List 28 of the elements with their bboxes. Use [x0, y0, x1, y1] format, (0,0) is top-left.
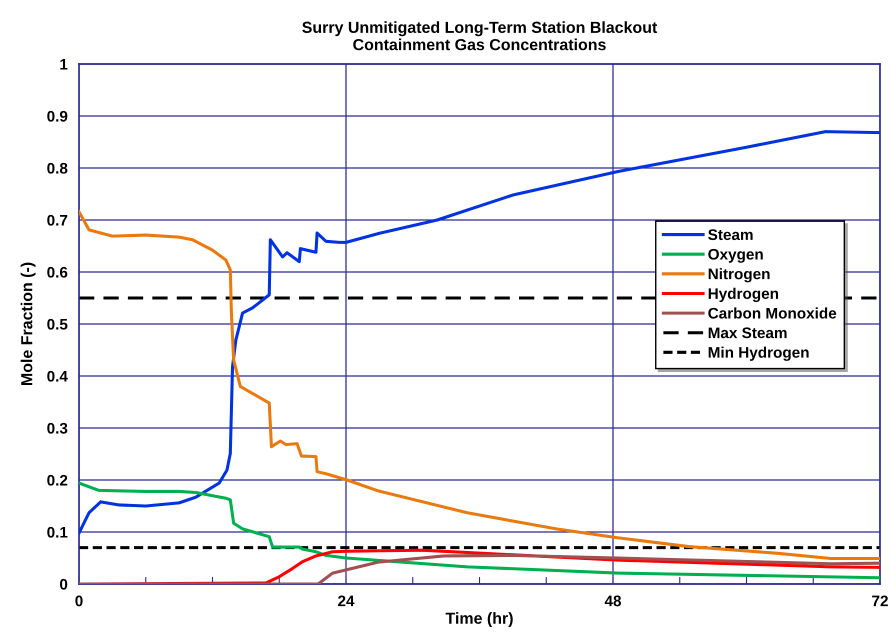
line-series: [79, 482, 880, 580]
y-tick-label: 0.6: [47, 266, 68, 278]
y-tick-label: 0.2: [47, 474, 68, 486]
y-tick-label: 0.3: [47, 422, 68, 434]
y-axis-title: Mole Fraction (-): [20, 262, 36, 386]
x-tick-label: 0: [75, 596, 83, 606]
legend-label: Max Steam: [708, 327, 787, 338]
y-tick-label: 0.7: [47, 214, 68, 226]
y-tick-label: 0.9: [47, 110, 68, 122]
y-tick-label: 0.4: [47, 370, 68, 382]
y-tick-label: 1: [60, 59, 68, 70]
chart-title: Surry Unmitigated Long-Term Station Blackout Containment Gas Concentrations: [302, 21, 658, 50]
y-tick-label: 0: [60, 578, 68, 590]
y-tick-label: 0.8: [47, 162, 68, 174]
legend-label: Steam: [708, 229, 753, 240]
y-tick-label: 0.5: [47, 318, 68, 330]
x-tick-label: 24: [338, 596, 354, 606]
legend-label: Min Hydrogen: [708, 346, 809, 361]
legend-label: Nitrogen: [708, 268, 770, 282]
y-tick-label: 0.1: [47, 526, 68, 538]
x-axis-title: Time (hr): [446, 612, 513, 628]
legend-label: Oxygen: [708, 248, 763, 263]
line-series: [79, 130, 880, 535]
legend-label: Hydrogen: [708, 288, 778, 302]
line-series: [79, 210, 880, 560]
legend-label: Carbon Monoxide: [708, 307, 836, 319]
x-tick-label: 48: [604, 596, 622, 606]
x-tick-label: 72: [872, 596, 888, 606]
